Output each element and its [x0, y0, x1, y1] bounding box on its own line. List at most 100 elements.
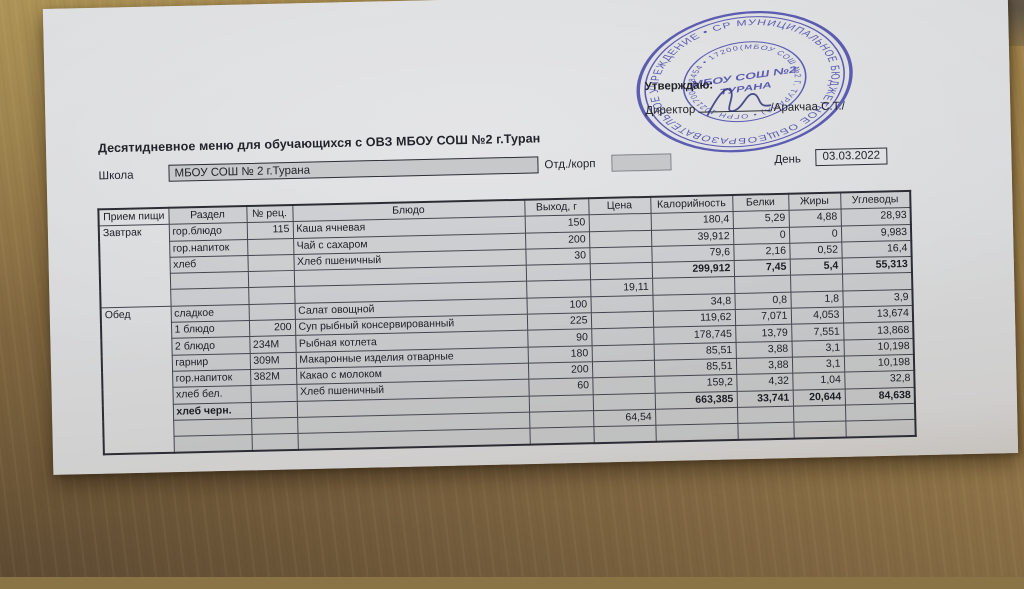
table-cell: 13,674: [842, 305, 914, 324]
signature-line: [698, 98, 771, 113]
table-cell: [248, 286, 295, 305]
column-header: Прием пищи: [98, 207, 169, 227]
column-header: Цена: [588, 196, 651, 216]
table-cell: [247, 254, 294, 272]
table-cell: [790, 274, 843, 292]
table-cell: 234М: [249, 335, 296, 354]
table-cell: [591, 360, 655, 378]
table-cell: 3,88: [735, 357, 793, 375]
table-cell: 180: [527, 345, 592, 364]
table-cell: 85,51: [653, 358, 737, 377]
table-cell: гор.напиток: [172, 369, 251, 388]
table-cell: 4,32: [736, 373, 793, 392]
table-cell: 10,198: [843, 338, 914, 356]
table-cell: [528, 394, 594, 413]
table-cell: 225: [526, 312, 592, 331]
table-cell: [251, 433, 298, 452]
table-cell: 0: [732, 226, 790, 245]
table-cell: 4,88: [788, 209, 841, 227]
table-cell: 0: [788, 225, 842, 244]
table-cell: [250, 384, 297, 403]
dept-label: Отд./корп: [544, 158, 596, 172]
table-cell: [842, 272, 913, 291]
table-cell: [655, 423, 738, 443]
photo-of-menu-document: { "page": { "title": "Десятидневное меню…: [0, 0, 1024, 577]
table-cell: [170, 287, 249, 307]
table-cell: [589, 246, 652, 264]
table-cell: 30: [525, 247, 590, 266]
table-cell: 180,4: [650, 211, 733, 230]
table-cell: 20,644: [792, 388, 845, 407]
table-cell: [588, 229, 652, 248]
school-round-stamp: МУНИЦИПАЛЬНОЕ БЮДЖЕТНОЕ ОБЩЕОБРАЗОВАТЕЛЬ…: [621, 0, 853, 161]
table-cell: 2 блюдо: [171, 336, 250, 355]
column-header: Выход, г: [524, 198, 589, 217]
column-header: Калорийность: [650, 194, 733, 214]
table-cell: [247, 238, 294, 256]
table-cell: 115: [246, 221, 294, 240]
table-cell: 7,551: [791, 323, 844, 341]
table-cell: 9,983: [840, 224, 912, 242]
table-cell: 1,8: [790, 290, 843, 309]
document-title: Десятидневное меню для обучающихся с ОВЗ…: [97, 131, 541, 156]
table-cell: 200: [524, 231, 590, 250]
table-cell: 13,79: [735, 324, 792, 343]
table-cell: 28,93: [840, 207, 911, 226]
table-cell: [248, 303, 295, 321]
table-cell: [792, 404, 846, 423]
date-field[interactable]: 03.03.2022: [815, 147, 888, 167]
table-cell: [793, 421, 846, 440]
table-cell: 3,1: [791, 355, 845, 374]
column-header: Белки: [732, 193, 789, 212]
table-cell: 0,52: [789, 241, 842, 260]
table-cell: 90: [527, 329, 592, 347]
meal-cell: Обед: [100, 306, 174, 455]
table-cell: хлеб бел.: [172, 385, 251, 404]
table-cell: 299,912: [651, 260, 735, 279]
column-header: Раздел: [168, 206, 247, 225]
table-cell: 16,4: [841, 240, 912, 259]
table-cell: 2,16: [733, 243, 790, 261]
table-cell: 33,741: [736, 389, 793, 408]
table-cell: 7,45: [733, 259, 791, 277]
table-cell: [591, 327, 654, 346]
table-cell: 55,313: [841, 256, 913, 275]
table-cell: [247, 270, 295, 288]
table-cell: [589, 262, 653, 281]
table-cell: 60: [528, 377, 593, 396]
dept-field[interactable]: [611, 153, 672, 172]
table-cell: 1 блюдо: [170, 320, 250, 339]
table-cell: 3,1: [791, 339, 844, 358]
column-header: № рец.: [246, 204, 293, 223]
meal-cell: Завтрак: [98, 224, 171, 308]
table-cell: гарнир: [171, 353, 251, 372]
table-cell: [652, 276, 735, 296]
table-cell: 85,51: [653, 342, 736, 361]
table-cell: хлеб: [169, 255, 248, 274]
menu-table-body: Завтрак гор.блюдо 115 Каша ячневая 150 180,4 5…: [98, 207, 916, 455]
table-cell: 178,745: [653, 325, 736, 344]
table-cell: 3,9: [842, 289, 913, 308]
table-cell: 309М: [249, 352, 297, 370]
table-cell: гор.блюдо: [168, 222, 248, 241]
table-cell: 13,868: [843, 321, 914, 340]
table-cell: [526, 280, 591, 298]
table-cell: 32,8: [844, 370, 915, 389]
school-name-field[interactable]: МБОУ СОШ № 2 г.Турана: [168, 156, 539, 182]
table-cell: 84,638: [844, 386, 915, 405]
table-cell: [655, 407, 738, 426]
table-cell: [734, 275, 791, 294]
table-cell: сладкое: [170, 304, 249, 323]
table-cell: 200: [248, 319, 296, 337]
table-cell: [529, 426, 594, 446]
table-cell: 39,912: [650, 228, 734, 247]
table-cell: [593, 425, 656, 444]
table-cell: [591, 343, 654, 362]
table-cell: 5,29: [732, 210, 789, 229]
table-cell: [251, 417, 298, 435]
table-cell: [737, 422, 794, 441]
table-cell: 159,2: [654, 374, 737, 393]
school-label: Школа: [98, 169, 134, 183]
table-cell: [173, 434, 252, 454]
table-cell: 64,54: [593, 409, 656, 427]
